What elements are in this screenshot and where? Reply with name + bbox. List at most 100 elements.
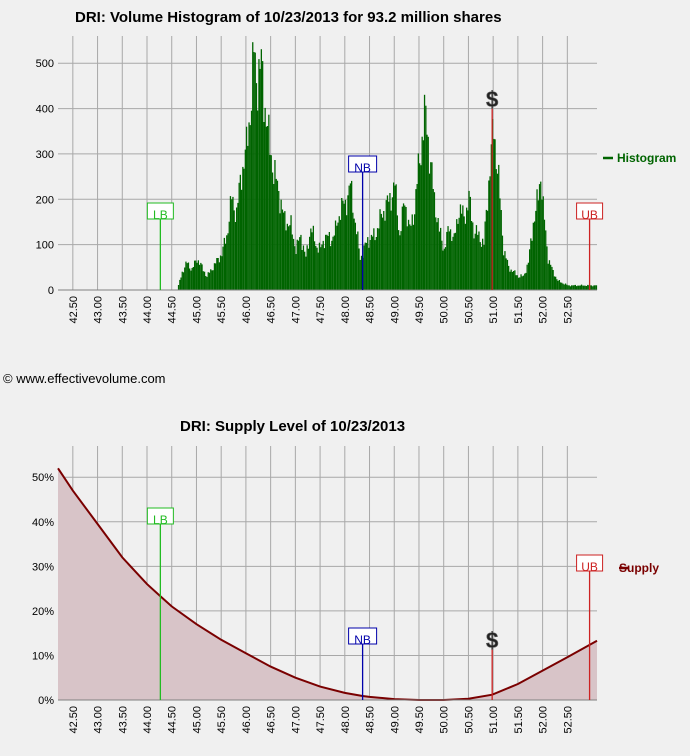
histogram-bar xyxy=(297,240,300,290)
histogram-bar xyxy=(478,231,480,290)
histogram-bar xyxy=(326,234,328,290)
histogram-bar xyxy=(337,222,339,290)
histogram-bar xyxy=(525,272,527,290)
histogram-bar xyxy=(374,240,376,290)
histogram-bar xyxy=(189,268,191,290)
histogram-bar xyxy=(358,248,360,290)
histogram-x-tick-label: 47.00 xyxy=(290,296,302,324)
histogram-bar xyxy=(552,270,554,290)
histogram-bar xyxy=(299,237,301,290)
histogram-bar xyxy=(336,225,338,290)
histogram-bar xyxy=(563,284,565,290)
histogram-bar xyxy=(328,232,330,290)
supply-area xyxy=(58,468,597,700)
histogram-x-tick-label: 49.00 xyxy=(389,296,401,324)
supply-x-tick-label: 52.00 xyxy=(538,706,550,734)
histogram-bar xyxy=(398,230,400,290)
supply-x-tick-label: 48.00 xyxy=(340,706,352,734)
histogram-x-tick-label: 52.00 xyxy=(538,296,550,324)
histogram-bar xyxy=(547,263,549,290)
histogram-bar xyxy=(589,285,591,290)
histogram-bar xyxy=(550,264,552,290)
histogram-bar xyxy=(396,215,398,290)
histogram-bar xyxy=(370,234,373,290)
histogram-bar xyxy=(331,240,333,290)
histogram-bar xyxy=(253,52,255,290)
histogram-bar xyxy=(516,275,518,290)
histogram-bar xyxy=(262,61,264,290)
histogram-bar xyxy=(210,269,212,290)
histogram-bar xyxy=(223,237,225,290)
histogram-bar xyxy=(504,251,506,290)
supply-x-tick-label: 43.00 xyxy=(93,706,105,734)
histogram-marker-box-lb xyxy=(146,202,174,220)
histogram-bar xyxy=(306,245,308,290)
histogram-bar xyxy=(208,272,211,290)
histogram-bar xyxy=(186,263,188,290)
histogram-bar xyxy=(564,283,567,290)
histogram-bar xyxy=(217,258,219,290)
histogram-bar xyxy=(254,52,256,290)
histogram-bar xyxy=(500,210,502,290)
histogram-bar xyxy=(404,205,406,290)
histogram-bar xyxy=(571,285,573,290)
histogram-bar xyxy=(321,244,323,290)
histogram-x-tick-label: 51.00 xyxy=(488,296,500,324)
histogram-bar xyxy=(555,276,557,290)
histogram-bar xyxy=(526,264,528,290)
histogram-bar xyxy=(349,183,352,290)
histogram-bar xyxy=(524,273,526,290)
histogram-bar xyxy=(468,190,470,290)
histogram-bar xyxy=(562,283,564,290)
histogram-bar xyxy=(540,181,542,290)
histogram-bar xyxy=(436,222,438,290)
histogram-bar xyxy=(472,222,474,290)
histogram-bar xyxy=(406,226,408,290)
histogram-bar xyxy=(567,285,569,290)
histogram-bar xyxy=(391,197,394,290)
histogram-bar xyxy=(584,285,586,290)
histogram-bar xyxy=(248,122,250,291)
histogram-bar xyxy=(354,222,356,290)
histogram-bar xyxy=(322,240,324,290)
histogram-bar xyxy=(438,231,441,290)
supply-legend-label: Supply xyxy=(619,561,659,575)
histogram-bar xyxy=(384,220,386,290)
histogram-legend-label: Histogram xyxy=(617,151,676,165)
histogram-x-tick-label: 50.50 xyxy=(463,296,475,324)
histogram-bar xyxy=(390,210,392,290)
histogram-bar xyxy=(302,245,305,290)
histogram-bar xyxy=(185,261,187,290)
histogram-bar xyxy=(281,209,284,290)
histogram-bar xyxy=(482,238,484,290)
histogram-bar xyxy=(177,285,180,290)
histogram-bar xyxy=(239,174,241,290)
histogram-bar xyxy=(323,248,326,290)
histogram-bar xyxy=(286,223,288,290)
histogram-bar xyxy=(405,207,407,290)
histogram-bar xyxy=(292,238,295,290)
histogram-bar xyxy=(393,182,395,290)
histogram-x-tick-label: 45.00 xyxy=(191,296,203,324)
histogram-bar xyxy=(579,285,581,290)
histogram-bar xyxy=(437,218,439,290)
histogram-bar xyxy=(423,94,426,290)
histogram-bar xyxy=(386,195,389,290)
histogram-bar xyxy=(202,271,204,290)
histogram-bar xyxy=(519,277,521,290)
histogram-bar xyxy=(419,163,421,290)
histogram-bar xyxy=(269,154,271,290)
histogram-bar xyxy=(506,259,509,290)
histogram-marker-box-nb xyxy=(348,155,378,173)
histogram-bar xyxy=(305,256,307,290)
histogram-bar xyxy=(232,196,234,290)
histogram-y-tick-label: 100 xyxy=(36,240,54,252)
histogram-bar xyxy=(231,199,233,290)
histogram-bar xyxy=(201,264,203,290)
histogram-bar xyxy=(182,272,185,290)
histogram-x-tick-label: 42.50 xyxy=(68,296,80,324)
histogram-bar xyxy=(287,226,290,290)
histogram-bar xyxy=(372,236,374,290)
histogram-bar xyxy=(548,260,551,290)
histogram-bar xyxy=(310,228,312,290)
